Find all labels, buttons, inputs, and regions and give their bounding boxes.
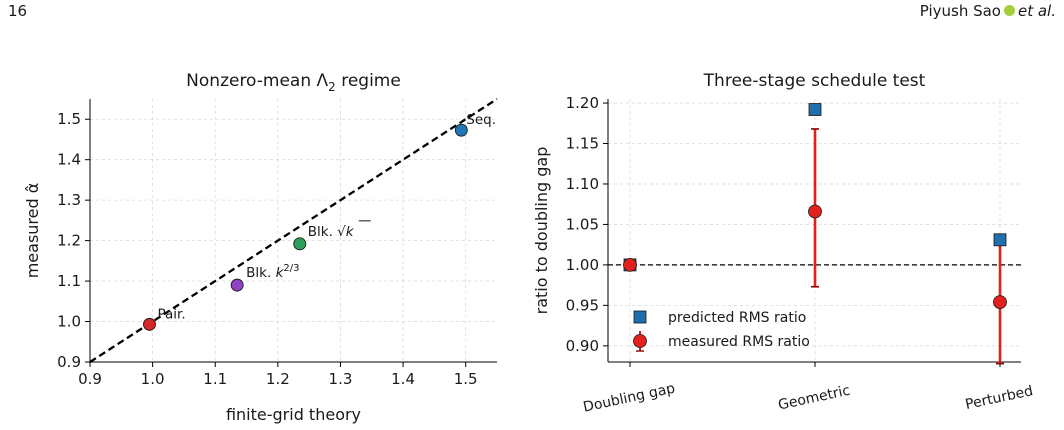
left-x-axis-label: finite-grid theory [226, 405, 361, 424]
left-x-tick-label: 1.0 [141, 370, 165, 388]
left-y-axis-label: measured α̂ [23, 183, 42, 279]
right-x-tick-label: Perturbed [964, 383, 1035, 413]
left-point [454, 123, 468, 137]
left-point [143, 317, 156, 331]
legend-label-measured: measured RMS ratio [668, 334, 810, 350]
left-point-label: Blk. k2/3 [246, 263, 299, 281]
left-y-tick-label: 1.0 [57, 313, 81, 331]
left-y-tick-label: 0.9 [57, 353, 81, 371]
left-point-label: Pair. [157, 306, 185, 322]
right-predicted-marker [993, 233, 1007, 247]
author-name: Piyush Sao [919, 2, 1001, 20]
left-point-label: Seq. [466, 112, 496, 128]
right-y-tick-label: 1.20 [566, 94, 599, 112]
left-point [293, 237, 307, 251]
left-x-tick-label: 1.4 [391, 370, 415, 388]
right-y-tick-label: 1.15 [566, 135, 599, 153]
right-chart-title: Three-stage schedule test [703, 71, 926, 91]
right-predicted-marker [808, 103, 822, 116]
left-x-tick-label: 0.9 [78, 370, 102, 388]
left-x-tick-label: 1.3 [329, 370, 353, 388]
right-y-tick-label: 1.10 [566, 175, 599, 193]
left-point [230, 278, 244, 292]
right-y-axis-label: ratio to doubling gap [532, 147, 551, 315]
right-y-tick-label: 1.00 [566, 256, 599, 274]
left-chart: 0.9 1.0 1.1 1.2 1.3 1.4 1.5 0.9 1.0 1.1 1.2 1.3 1.4 1… [23, 71, 498, 424]
left-y-tick-label: 1.4 [57, 151, 81, 169]
right-y-tick-label: 0.90 [566, 337, 599, 355]
left-x-tick-label: 1.5 [454, 370, 478, 388]
left-y-tick-label: 1.3 [57, 191, 81, 209]
running-head: Piyush Sao et al. [920, 2, 1056, 20]
left-chart-title: Nonzero-mean Λ2 regime [186, 71, 401, 94]
left-x-tick-label: 1.1 [203, 370, 227, 388]
left-reference-line [89, 98, 498, 363]
left-x-tick-label: 1.2 [266, 370, 290, 388]
left-y-tick-label: 1.1 [57, 272, 81, 290]
et-al: et al. [1017, 2, 1056, 20]
right-measured-marker [808, 204, 822, 219]
legend-square-marker [633, 310, 647, 324]
legend-label-predicted: predicted RMS ratio [668, 310, 806, 326]
right-y-tick-label: 0.95 [566, 296, 599, 314]
right-legend: predicted RMS ratio measured RMS ratio [633, 310, 810, 352]
orcid-icon [1003, 5, 1015, 16]
right-measured-marker [623, 257, 637, 272]
right-x-tick-label: Geometric [777, 383, 852, 414]
right-measured-marker [993, 295, 1007, 310]
left-y-tick-label: 1.2 [57, 232, 81, 250]
legend-circle-marker [633, 334, 647, 348]
right-chart: 0.90 0.95 1.00 1.05 1.10 1.15 1.20 Doubling gap… [532, 71, 1034, 416]
left-y-tick-label: 1.5 [57, 110, 81, 128]
right-x-tick-label: Doubling gap [582, 381, 677, 416]
left-point-label: Blk. √k [308, 224, 355, 240]
page-number: 16 [8, 2, 28, 20]
right-y-tick-label: 1.05 [566, 215, 599, 233]
